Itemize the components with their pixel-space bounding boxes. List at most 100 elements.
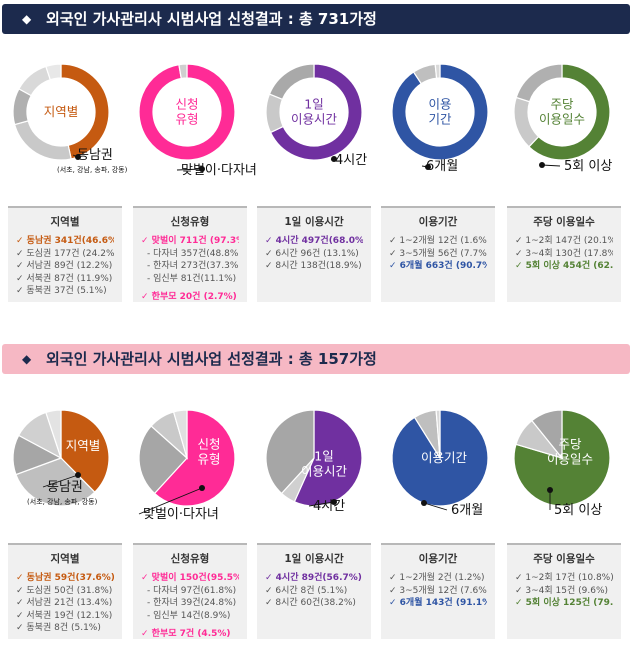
pie-2-1-slice-1 xyxy=(60,409,110,494)
pie-2-1-callout-label: 동남권 xyxy=(47,480,83,495)
summary-box-line: ✓ 1~2개월 12건 (1.6%) xyxy=(389,236,487,246)
summary-box-2-4: 이용기간 ✓ 1~2개월 2건 (1.2%) ✓ 3~5개월 12건 (7.6%) ✓… xyxy=(381,543,495,639)
summary-box-line: ✓ 동북권 37건 (5.1%) xyxy=(16,286,107,296)
pie-1-2-center-label: 유형 xyxy=(175,112,198,127)
summary-box-line: ✓ 4시간 89건(56.7%) xyxy=(265,573,362,583)
summary-box-line: ✓ 3~5개월 12건 (7.6%) xyxy=(389,585,487,596)
summary-box-line: ✓ 6개월 143건 (91.1%) xyxy=(389,598,487,608)
pie-1-2-slice-1 xyxy=(138,63,236,161)
summary-box-line: ✓ 동남권 341건(46.6%) xyxy=(16,236,114,246)
summary-box-line: ✓ 서북권 87건 (11.9%) xyxy=(16,273,113,284)
pie-1-1-callout-sub: (서초, 강남, 송파, 강동) xyxy=(57,165,128,174)
pie-1-2-callout-label: 맞벌이·다자녀 xyxy=(181,163,257,178)
pie-2-2-callout-line xyxy=(138,487,203,515)
summary-box-line: - 임신부 14건(8.9%) xyxy=(147,610,231,621)
summary-box-title: 주당 이용일수 xyxy=(533,216,595,228)
pie-1-1-center-label: 지역별 xyxy=(44,104,79,119)
pie-2-1-center-label: 지역별 xyxy=(66,438,101,453)
pie-2-2-slice-1 xyxy=(153,409,236,507)
pie-1-1-slice-4 xyxy=(18,65,52,97)
pie-1-5-callout-label: 5회 이상 xyxy=(564,159,612,174)
pie-2-3-slice-1 xyxy=(293,409,363,507)
pie-2-1-callout-sub: (서초, 강남, 송파, 강동) xyxy=(27,497,98,506)
pie-1-5-center-label: 주당 xyxy=(550,97,574,112)
summary-box-line: ✓ 8시간 60건(38.2%) xyxy=(265,598,356,608)
pie-1-5-center-label: 이용일수 xyxy=(539,112,585,127)
summary-box-line: ✓ 도심권 177건 (24.2%) xyxy=(16,248,114,259)
pie-1-4-slice-1 xyxy=(391,63,489,161)
pie-1-5-callout-line xyxy=(541,164,561,167)
section-1-title: 외국인 가사관리사 시범사업 신청결과 : 총 731가정 xyxy=(46,10,377,28)
summary-box-title: 이용기간 xyxy=(418,553,458,565)
summary-box-2-3: 1일 이용시간 ✓ 4시간 89건(56.7%) ✓ 6시간 8건 (5.1%) ✓ … xyxy=(257,543,371,639)
pie-2-4-callout-line xyxy=(423,502,448,511)
summary-box-line: ✓ 서남권 89건 (12.2%) xyxy=(16,261,113,271)
pie-1-1-callout-line xyxy=(72,154,79,158)
summary-box-title: 1일 이용시간 xyxy=(284,216,344,228)
pie-2-2-center-label: 유형 xyxy=(197,452,220,467)
summary-box-line: ✓ 4시간 497건(68.0%) xyxy=(265,236,363,246)
pie-2-4-center-label: 이용기간 xyxy=(421,450,468,465)
summary-box-2-2: 신청유형 ✓ 맞벌이 150건(95.5%) - 다자녀 97건(61.8%) - 한… xyxy=(133,543,247,639)
pie-1-2-center-label: 신청 xyxy=(175,97,198,112)
summary-box-line: ✓ 8시간 138건(18.9%) xyxy=(265,261,362,271)
summary-box-line: ✓ 5회 이상 125건 (79.6%) xyxy=(515,598,613,608)
pie-2-5-center-label: 주당 xyxy=(558,437,582,452)
summary-box-line: ✓ 한부모 7건 (4.5%) xyxy=(141,629,231,639)
pie-2-1-slice-2 xyxy=(15,457,96,507)
pie-1-5-slice-1 xyxy=(528,63,611,161)
summary-box-line: - 한자녀 39건(24.8%) xyxy=(147,598,237,608)
pie-2-3-slice-3 xyxy=(265,409,315,495)
pie-2-5-center-label: 이용일수 xyxy=(547,452,593,467)
summary-box-line: ✓ 3~5개월 56건 (7.7%) xyxy=(389,248,487,259)
pie-2-2-slice-4 xyxy=(172,409,188,459)
pie-2-2-callout-label: 맞벌이·다자녀 xyxy=(143,507,219,522)
pie-1-3-slice-3 xyxy=(268,63,315,101)
pie-1-3-callout-line xyxy=(330,158,335,161)
diamond-icon: ◆ xyxy=(22,12,32,26)
summary-box-line: ✓ 맞벌이 711건 (97.3%) xyxy=(141,236,239,246)
summary-box-line: ✓ 서남권 21건 (13.4%) xyxy=(16,598,113,608)
pie-1-4-slice-3 xyxy=(434,63,441,79)
summary-box-1-1: 지역별 ✓ 동남권 341건(46.6%) ✓ 도심권 177건 (24.2%) ✓ … xyxy=(8,206,122,302)
summary-box-line: ✓ 1~2회 17건 (10.8%) xyxy=(515,573,613,583)
summary-box-line: - 한자녀 273건(37.3%) xyxy=(147,261,239,271)
summary-box-title: 지역별 xyxy=(50,216,80,228)
summary-box-1-3: 1일 이용시간 ✓ 4시간 497건(68.0%) ✓ 6시간 96건 (13.1%… xyxy=(257,206,371,302)
pie-1-4-center-label: 기간 xyxy=(428,112,452,127)
summary-box-line: ✓ 맞벌이 150건(95.5%) xyxy=(141,573,239,583)
pie-2-4-callout-label: 6개월 xyxy=(451,503,483,518)
summary-box-line: ✓ 6시간 8건 (5.1%) xyxy=(265,585,348,596)
summary-box-title: 신청유형 xyxy=(170,553,210,565)
summary-box-line: ✓ 한부모 20건 (2.7%) xyxy=(141,292,237,302)
summary-box-line: ✓ 동남권 59건(37.6%) xyxy=(16,573,114,583)
summary-box-line: ✓ 1~2개월 2건 (1.2%) xyxy=(389,573,485,583)
summary-box-line: ✓ 6시간 96건 (13.1%) xyxy=(265,248,359,259)
pie-1-1-slice-2 xyxy=(13,120,72,161)
pie-1-1-slice-5 xyxy=(45,63,62,81)
pie-1-2-slice-2 xyxy=(178,63,188,80)
pie-2-3-callout-label: 4시간 xyxy=(313,499,345,514)
summary-box-title: 주당 이용일수 xyxy=(533,553,595,565)
pie-2-1-callout-line xyxy=(42,474,79,488)
pie-1-3-center-label: 이용시간 xyxy=(291,112,338,127)
summary-box-line: ✓ 서북권 19건 (12.1%) xyxy=(16,610,113,621)
pie-1-4-center-label: 이용 xyxy=(428,97,451,112)
pie-2-2-center-label: 신청 xyxy=(197,437,220,452)
summary-box-title: 신청유형 xyxy=(170,216,210,228)
summary-box-line: ✓ 5회 이상 454건 (62.1%) xyxy=(515,261,613,271)
pie-1-3-callout-label: 4시간 xyxy=(335,153,367,168)
summary-box-2-5: 주당 이용일수 ✓ 1~2회 17건 (10.8%) ✓ 3~4회 15건 (9.6… xyxy=(507,543,621,639)
summary-box-line: ✓ 동북권 8건 (5.1%) xyxy=(16,623,101,633)
pie-2-3-callout-line xyxy=(308,501,335,507)
section-2-banner: ◆ 외국인 가사관리사 시범사업 선정결과 : 총 157가정 xyxy=(2,344,630,374)
pie-2-2-slice-2 xyxy=(138,425,188,495)
pie-1-3-center-label: 1일 xyxy=(304,97,323,112)
summary-box-line: - 다자녀 97건(61.8%) xyxy=(147,585,237,596)
summary-box-line: ✓ 3~4회 15건 (9.6%) xyxy=(515,585,609,596)
pie-2-3-center-label: 1일 xyxy=(314,449,333,464)
summary-box-1-5: 주당 이용일수 ✓ 1~2회 147건 (20.1%) ✓ 3~4회 130건 (1… xyxy=(507,206,621,302)
pie-1-2-callout-line xyxy=(176,168,203,171)
summary-box-line: ✓ 1~2회 147건 (20.1%) xyxy=(515,236,613,246)
